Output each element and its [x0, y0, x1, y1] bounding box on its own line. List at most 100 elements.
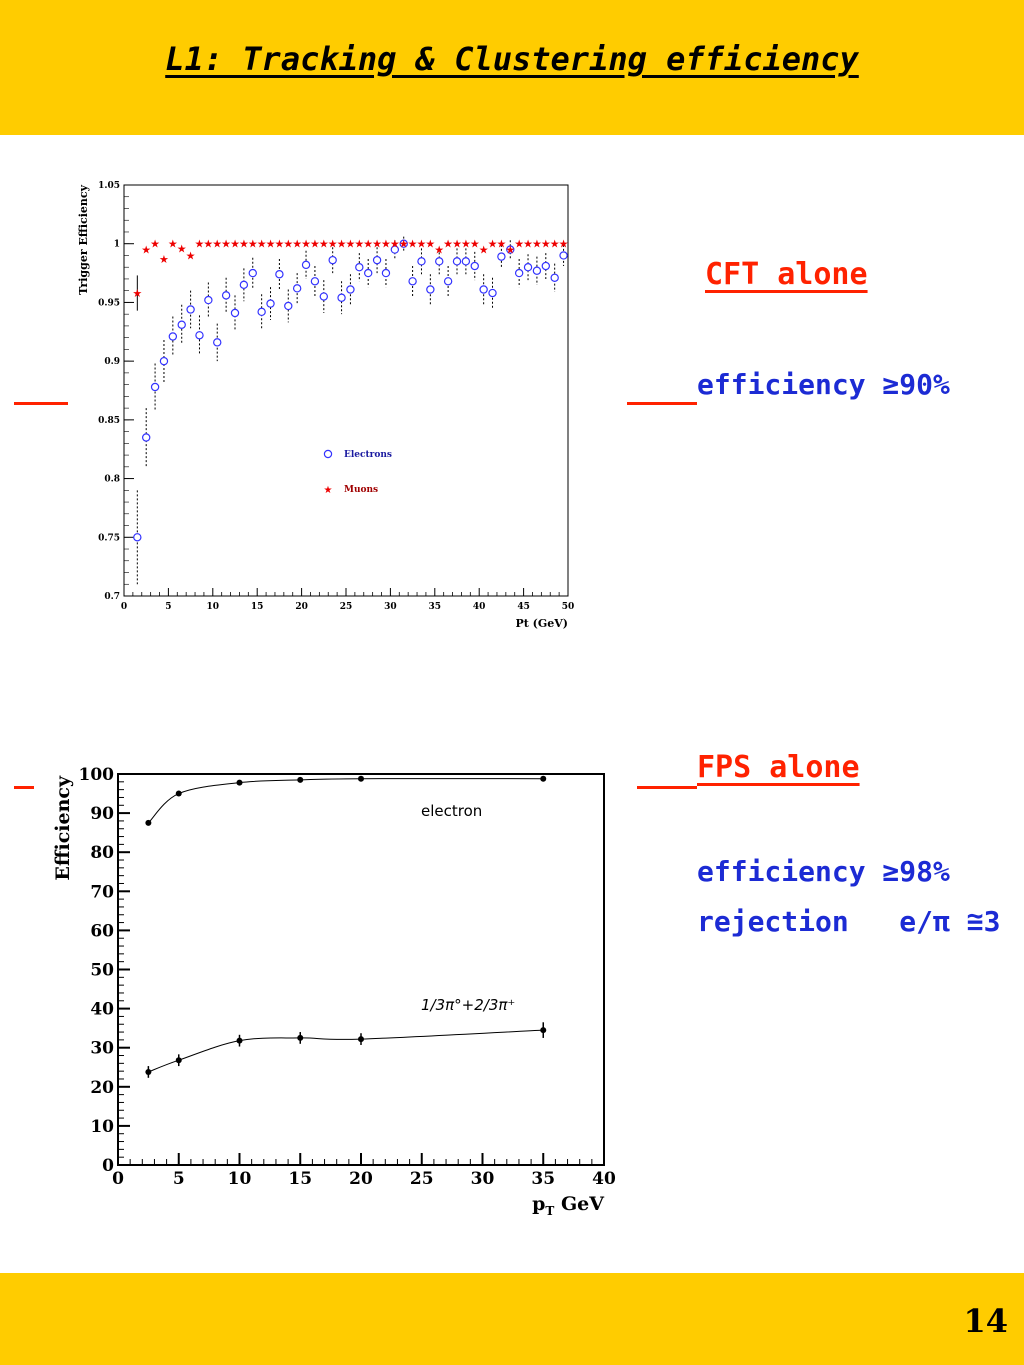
x-tick-label: 0 [121, 602, 127, 612]
electron-point [292, 284, 302, 293]
electron-point [310, 277, 320, 286]
y-tick-label: 80 [90, 843, 114, 863]
electron-point [443, 277, 453, 286]
muon-point: ★ [417, 238, 427, 251]
legend-muons-marker: ★ [324, 485, 333, 496]
muon-point: ★ [283, 238, 293, 251]
muon-point: ★ [399, 238, 409, 251]
muon-point: ★ [559, 238, 569, 251]
y-tick-label: 60 [90, 921, 114, 941]
muon-point: ★ [434, 244, 444, 257]
series-2-point [145, 1068, 152, 1075]
electron-point [364, 268, 373, 278]
y-tick-label: 0 [102, 1156, 114, 1176]
electron-point [541, 261, 550, 271]
electron-point [390, 245, 400, 254]
electron-point [461, 257, 471, 266]
title-band [0, 0, 1024, 135]
electron-point [239, 280, 249, 290]
series-2-point [297, 1034, 304, 1041]
electron-point [337, 293, 346, 302]
y-tick-label: 70 [90, 882, 114, 902]
electron-point [195, 331, 204, 340]
electron-point [559, 251, 568, 260]
muon-point: ★ [523, 238, 533, 251]
muon-point: ★ [337, 238, 347, 251]
electron-point [213, 338, 222, 347]
cft-efficiency-chart: 0 5 10 15 20 25 30 35 40 45 50 0.7 0.75 0.8 0.85 0.9 0.9… [77, 181, 575, 630]
electron-point [506, 245, 515, 254]
legend-electrons-label: Electrons [344, 450, 392, 460]
fps-rejection-note: rejection e/π ≅3 [697, 905, 1001, 938]
electron-point [523, 262, 533, 272]
electron-point [488, 288, 497, 298]
y-tick-label: 0.9 [104, 357, 120, 367]
electron-point [141, 433, 151, 442]
muon-point: ★ [346, 238, 356, 251]
muon-point: ★ [443, 238, 453, 251]
x-axis-label: pT GeV [532, 1193, 605, 1218]
x-tick-label: 45 [517, 602, 530, 612]
fps-heading: FPS alone [697, 750, 860, 785]
electron-point [150, 382, 160, 392]
series-1-label: electron [421, 802, 482, 820]
muon-point: ★ [274, 238, 284, 251]
x-tick-label: 10 [228, 1169, 252, 1189]
electron-point [399, 239, 408, 248]
slide-title: L1: Tracking & Clustering efficiency [165, 40, 859, 78]
muon-point: ★ [363, 238, 373, 251]
muon-point: ★ [266, 238, 276, 251]
electron-point [550, 273, 559, 282]
y-tick-label: 30 [90, 1039, 114, 1059]
electron-point [372, 255, 382, 265]
electron-point [355, 262, 364, 272]
x-tick-label: 50 [562, 602, 575, 612]
muon-point: ★ [354, 238, 364, 251]
muon-point: ★ [141, 244, 151, 257]
muon-point: ★ [425, 238, 435, 251]
series-1-point [145, 819, 152, 826]
muon-point: ★ [408, 238, 418, 251]
electron-point [257, 307, 266, 317]
x-tick-label: 20 [295, 602, 308, 612]
electron-point [435, 257, 444, 266]
muon-point: ★ [550, 238, 560, 251]
legend-electrons-marker [323, 449, 333, 459]
muon-point: ★ [292, 238, 302, 251]
muon-point: ★ [310, 238, 320, 251]
cft-heading: CFT alone [705, 257, 868, 292]
electron-point [452, 257, 462, 266]
x-tick-label: 30 [384, 602, 397, 612]
y-tick-label: 0.7 [104, 592, 120, 602]
muon-point: ★ [390, 238, 400, 251]
muon-point: ★ [248, 238, 258, 251]
y-tick-label: 0.8 [104, 475, 120, 485]
cft-right-line [627, 402, 697, 405]
electron-point [497, 252, 506, 261]
x-tick-label: 40 [592, 1169, 616, 1189]
electron-point [426, 285, 435, 294]
muon-point: ★ [470, 238, 480, 251]
x-tick-label: 40 [473, 602, 486, 612]
series-1-point [297, 776, 304, 783]
muon-point: ★ [177, 242, 187, 255]
electron-point [168, 332, 178, 341]
muon-point: ★ [381, 238, 391, 251]
muon-point: ★ [488, 238, 498, 251]
fps-efficiency-note: efficiency ≥98% [697, 855, 950, 888]
electron-point [221, 291, 231, 300]
x-tick-label: 5 [165, 602, 171, 612]
y-tick-label: 0.85 [98, 416, 120, 426]
electron-point [275, 270, 284, 279]
x-tick-label: 25 [410, 1169, 434, 1189]
series-2-point [358, 1036, 364, 1043]
muon-point: ★ [168, 238, 178, 251]
muon-point: ★ [532, 238, 542, 251]
electron-point [204, 295, 213, 305]
page-number: 14 [963, 1302, 1008, 1340]
footer-band [0, 1273, 1024, 1365]
electron-point [514, 268, 524, 278]
x-tick-label: 20 [349, 1169, 373, 1189]
x-tick-label: 35 [429, 602, 442, 612]
y-tick-label: 10 [90, 1117, 114, 1137]
